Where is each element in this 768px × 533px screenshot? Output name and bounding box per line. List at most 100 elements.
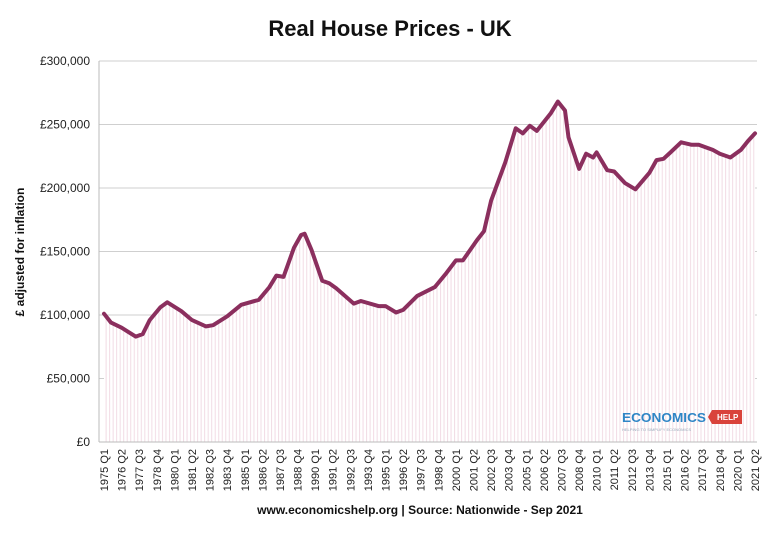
logo-text: ECONOMICS	[622, 410, 706, 425]
data-point	[746, 139, 750, 143]
y-tick-label: £300,000	[40, 54, 90, 68]
data-point	[454, 258, 458, 262]
x-tick-label: 1992 Q3	[345, 449, 357, 491]
data-point	[549, 111, 553, 115]
data-point	[239, 303, 243, 307]
x-tick-label: 1983 Q4	[222, 449, 234, 491]
logo-tag-text: HELP	[717, 413, 739, 422]
data-point	[563, 109, 567, 113]
x-tick-label: 2005 Q1	[521, 449, 533, 491]
data-point	[274, 274, 278, 278]
x-tick-label: 2001 Q2	[468, 449, 480, 491]
y-tick-label: £150,000	[40, 245, 90, 259]
x-tick-label: 2020 Q1	[732, 449, 744, 491]
data-point	[376, 304, 380, 308]
data-point	[401, 308, 405, 312]
data-point	[514, 126, 518, 130]
data-point	[190, 318, 194, 322]
data-point	[654, 158, 658, 162]
data-point	[141, 332, 145, 336]
data-point	[521, 131, 525, 135]
data-point	[461, 258, 465, 262]
data-point	[299, 233, 303, 237]
y-tick-label: £50,000	[47, 372, 91, 386]
logo-tag-shape	[708, 410, 742, 424]
data-point	[503, 161, 507, 165]
data-point	[577, 167, 581, 171]
data-point	[204, 324, 208, 328]
data-point	[320, 279, 324, 283]
data-point	[415, 294, 419, 298]
y-tick-label: £0	[77, 435, 91, 449]
data-point	[148, 318, 152, 322]
x-tick-label: 1980 Q1	[169, 449, 181, 491]
y-axis-label: £ adjusted for inflation	[13, 188, 27, 317]
x-tick-label: 2016 Q2	[680, 449, 692, 491]
x-tick-label: 1996 Q2	[398, 449, 410, 491]
x-tick-label: 2002 Q3	[486, 449, 498, 491]
chart-title: Real House Prices - UK	[268, 16, 511, 41]
data-point	[718, 152, 722, 156]
data-point	[443, 272, 447, 276]
data-point	[158, 305, 162, 309]
data-point	[647, 171, 651, 175]
x-tick-label: 2006 Q2	[539, 449, 551, 491]
data-point	[267, 285, 271, 289]
data-point	[728, 156, 732, 160]
data-point	[528, 124, 532, 128]
x-tick-label: 2007 Q3	[556, 449, 568, 491]
x-tick-label: 2011 Q2	[609, 449, 621, 490]
data-point	[475, 238, 479, 242]
x-tick-label: 1995 Q1	[381, 449, 393, 491]
area-fill	[104, 101, 755, 442]
data-point	[359, 299, 363, 303]
x-tick-label: 1998 Q4	[433, 449, 445, 491]
x-tick-label: 2008 Q4	[574, 449, 586, 491]
data-point	[292, 246, 296, 250]
data-point	[384, 304, 388, 308]
x-tick-label: 1985 Q1	[240, 449, 252, 491]
economics-help-logo: ECONOMICS HELP HELPING TO SIMPLIFY ECONO…	[622, 410, 742, 432]
x-tick-label: 1991 Q2	[328, 449, 340, 491]
data-point	[595, 150, 599, 154]
data-point	[165, 300, 169, 304]
data-point	[211, 323, 215, 327]
x-tick-label: 1976 Q2	[117, 449, 129, 491]
x-tick-label: 1990 Q1	[310, 449, 322, 491]
data-point	[690, 143, 694, 147]
data-point	[489, 199, 493, 203]
x-tick-label: 1993 Q4	[363, 449, 375, 491]
x-tick-label: 2017 Q3	[697, 449, 709, 491]
data-point	[334, 286, 338, 290]
x-tick-label: 1997 Q3	[416, 449, 428, 491]
data-point	[310, 248, 314, 252]
x-tick-labels: 1975 Q1 1976 Q2 1977 Q3 1978 Q4 1980 Q1 1981 …	[99, 449, 762, 491]
data-point	[102, 312, 106, 316]
data-point	[535, 129, 539, 133]
x-tick-label: 2018 Q4	[715, 449, 727, 491]
x-tick-label: 2012 Q3	[627, 449, 639, 491]
data-point	[662, 157, 666, 161]
data-point	[697, 143, 701, 147]
x-tick-label: 1975 Q1	[99, 449, 111, 491]
x-tick-label: 1981 Q2	[187, 449, 199, 491]
x-tick-label: 2021 Q2	[750, 449, 762, 491]
data-point	[739, 148, 743, 152]
data-point	[109, 321, 113, 325]
y-tick-label: £200,000	[40, 181, 90, 195]
data-point	[482, 229, 486, 233]
data-point	[623, 181, 627, 185]
x-tick-label: 2013 Q4	[644, 449, 656, 491]
data-point	[134, 335, 138, 339]
data-point	[225, 314, 229, 318]
x-tick-label: 2015 Q1	[662, 449, 674, 491]
data-point	[394, 310, 398, 314]
data-point	[303, 232, 307, 236]
logo-tagline: HELPING TO SIMPLIFY ECONOMICS	[622, 427, 691, 432]
data-point	[352, 302, 356, 306]
data-point	[605, 168, 609, 172]
x-tick-label: 1987 Q3	[275, 449, 287, 491]
x-tick-label: 2010 Q1	[592, 449, 604, 491]
data-point	[591, 156, 595, 160]
